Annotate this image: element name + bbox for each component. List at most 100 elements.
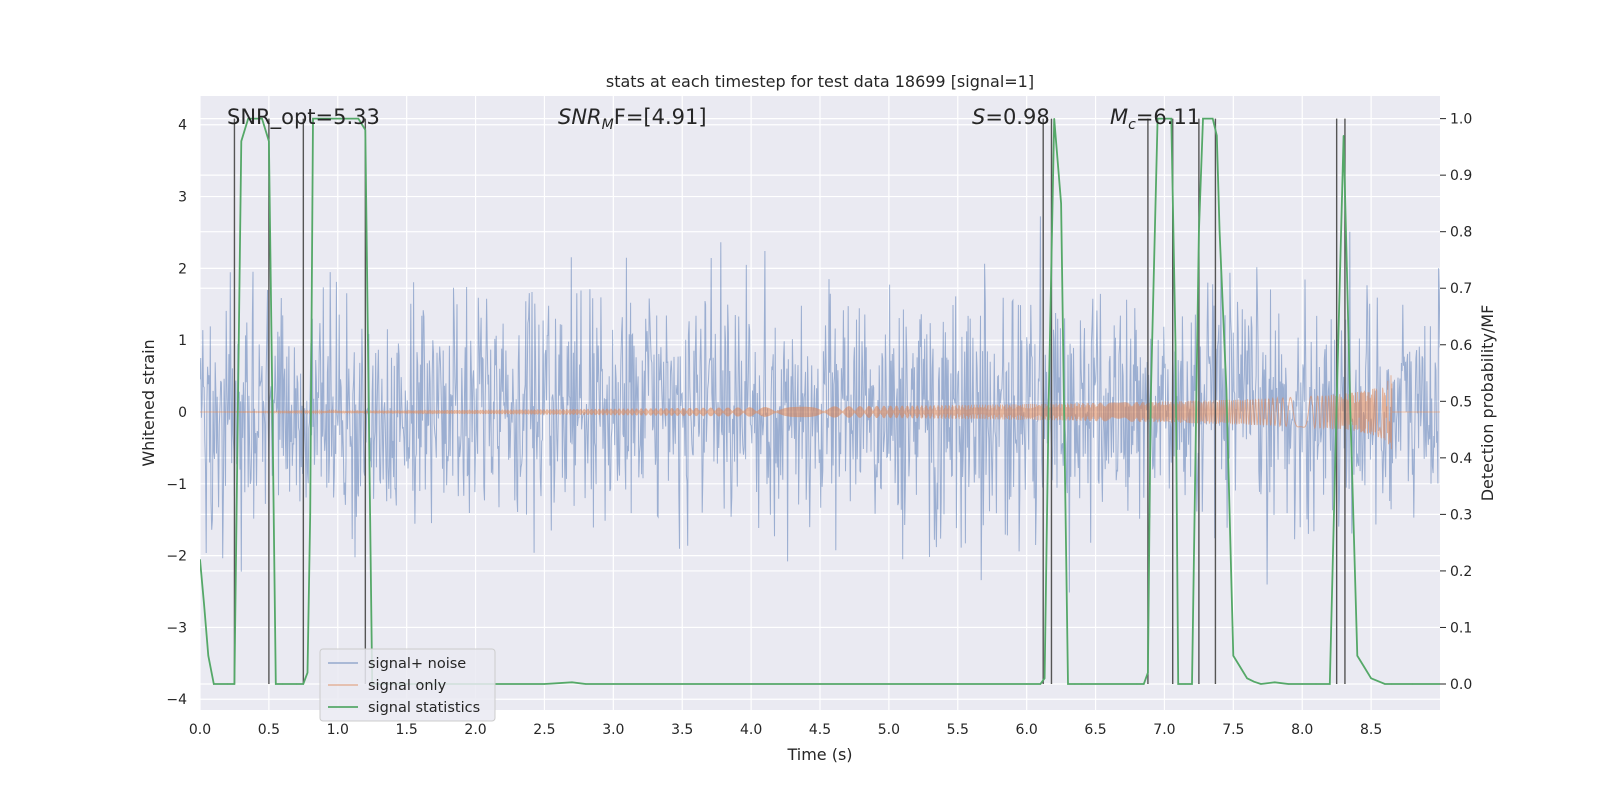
- y-left-tick-label: 4: [178, 118, 187, 134]
- stat-point: [1053, 118, 1055, 120]
- stat-point: [200, 559, 201, 561]
- stat-point: [323, 118, 325, 120]
- stat-point: [1202, 118, 1204, 120]
- stat-point: [312, 118, 314, 120]
- y-left-tick-label: 0: [178, 405, 187, 421]
- stat-point: [1039, 683, 1042, 685]
- x-tick-label: 5.0: [878, 722, 900, 738]
- y-left-tick-label: −3: [166, 620, 187, 636]
- stat-point: [1184, 683, 1186, 685]
- y-left-tick-label: −2: [166, 549, 187, 565]
- y-right-tick-label: 0.9: [1450, 168, 1472, 184]
- stat-point: [1232, 655, 1234, 657]
- stat-point: [254, 118, 256, 120]
- stat-point: [1177, 683, 1179, 685]
- x-tick-label: 8.5: [1360, 722, 1382, 738]
- legend-label-stats: signal statistics: [368, 700, 480, 716]
- snr-mf-sub: M: [602, 117, 614, 133]
- stat-point: [364, 129, 366, 131]
- s-prefix: S: [972, 105, 985, 129]
- stat-point: [282, 683, 284, 685]
- stat-point: [240, 140, 242, 142]
- stat-point: [1043, 677, 1046, 679]
- stat-point: [295, 683, 298, 685]
- stat-point: [226, 683, 229, 685]
- stat-point: [232, 683, 234, 685]
- y-axis-right-label: Detection probability/MF: [1478, 305, 1497, 502]
- y-right-tick-label: 0.0: [1450, 677, 1472, 693]
- legend-label-signal: signal only: [368, 678, 447, 694]
- legend: signal+ noise signal only signal statist…: [319, 648, 496, 722]
- y-left-tick-label: 2: [178, 261, 187, 277]
- x-tick-label: 3.5: [671, 722, 693, 738]
- x-tick-label: 8.0: [1291, 722, 1313, 738]
- stat-point: [1163, 118, 1166, 120]
- stat-point: [350, 118, 353, 120]
- stat-point: [1411, 683, 1414, 685]
- stat-point: [1439, 683, 1440, 685]
- stat-point: [1301, 683, 1303, 685]
- chart-title: stats at each timestep for test data 186…: [606, 72, 1034, 91]
- y-left-tick-label: −4: [166, 692, 187, 708]
- x-tick-label: 1.0: [327, 722, 349, 738]
- s-suffix: =0.98: [985, 105, 1049, 129]
- stat-point: [1081, 683, 1083, 685]
- stat-point: [1287, 683, 1290, 685]
- stat-point: [1218, 231, 1221, 233]
- stat-point: [1026, 683, 1028, 685]
- stat-point: [357, 118, 360, 120]
- stat-point: [1198, 231, 1200, 233]
- stat-point: [1260, 683, 1262, 685]
- stat-point: [1370, 677, 1372, 679]
- stat-point: [1143, 683, 1145, 685]
- x-tick-label: 0.5: [258, 722, 280, 738]
- annotation-snr-mf: SNRMF=[4.91]: [558, 105, 707, 133]
- x-axis-label: Time (s): [786, 745, 852, 764]
- annotation-snr-opt: SNR_opt=5.33: [227, 105, 380, 130]
- x-tick-label: 6.0: [1016, 722, 1038, 738]
- mc-suffix: =6.11: [1136, 105, 1200, 129]
- series-layer: [200, 117, 1440, 685]
- stat-point: [1136, 683, 1138, 685]
- stat-point: [268, 140, 270, 142]
- x-tick-label: 7.0: [1153, 722, 1175, 738]
- stat-point: [1363, 666, 1365, 668]
- stat-point: [1349, 412, 1352, 414]
- y-left-tick-label: −1: [166, 477, 187, 493]
- x-tick-label: 7.5: [1222, 722, 1244, 738]
- snr-mf-prefix: SNR: [558, 105, 602, 129]
- stat-point: [233, 683, 236, 685]
- y-right-tick-label: 0.6: [1450, 338, 1472, 354]
- y-right-tick-label: 0.7: [1450, 281, 1472, 297]
- stat-point: [1342, 134, 1345, 137]
- series-signal-only: [200, 375, 1440, 450]
- series-signal-statistics: [200, 117, 1440, 685]
- stat-point: [207, 655, 209, 657]
- stat-point: [1170, 118, 1172, 120]
- x-tick-label: 2.0: [464, 722, 486, 738]
- stat-point: [306, 672, 309, 674]
- ticks-layer: 0.0 0.5 1.0 1.5 2.0 2.5 3.0 3.5 4.0 4.5 5.0 5.5 6.0 6…: [166, 112, 1472, 738]
- stat-point: [1067, 683, 1069, 685]
- x-tick-label: 6.5: [1084, 722, 1106, 738]
- y-right-tick-label: 0.5: [1450, 394, 1472, 410]
- y-right-tick-label: 0.1: [1450, 620, 1472, 636]
- stat-point: [1356, 655, 1358, 657]
- stat-point: [1212, 118, 1214, 120]
- annotation-s: S=0.98: [972, 105, 1050, 129]
- stat-point: [1150, 400, 1152, 402]
- stat-point: [1060, 202, 1062, 205]
- stat-point: [302, 683, 304, 685]
- x-tick-label: 1.5: [396, 722, 418, 738]
- stat-point: [1174, 344, 1177, 346]
- x-tick-label: 3.0: [602, 722, 624, 738]
- stat-point: [1246, 677, 1248, 679]
- series-signal-noise: [200, 216, 1440, 593]
- stat-point: [1384, 683, 1386, 685]
- x-tick-label: 5.5: [947, 722, 969, 738]
- stat-point: [309, 513, 311, 515]
- stat-point: [543, 683, 546, 685]
- x-tick-label: 4.5: [809, 722, 831, 738]
- x-tick-label: 0.0: [189, 722, 211, 738]
